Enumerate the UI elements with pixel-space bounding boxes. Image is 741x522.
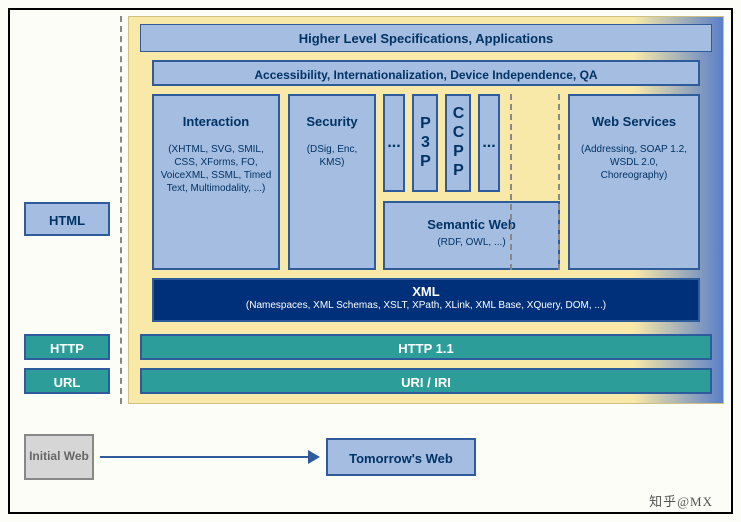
left-html-label: HTML xyxy=(49,213,85,228)
semantic-web-box: Semantic Web (RDF, OWL, ...) xyxy=(383,201,560,270)
p3p-label: P3P xyxy=(416,115,434,172)
initial-web-box: Initial Web xyxy=(24,434,94,480)
web-services-title: Web Services xyxy=(576,114,692,129)
ellipsis-2: ... xyxy=(482,134,495,152)
left-http-box: HTTP xyxy=(24,334,110,360)
security-title: Security xyxy=(294,114,370,129)
p3p-box: P3P xyxy=(412,94,438,192)
ellipsis-box-2: ... xyxy=(478,94,500,192)
accessibility-label: Accessibility, Internationalization, Dev… xyxy=(254,68,597,82)
dashed-line-right xyxy=(510,94,512,270)
accessibility-bar: Accessibility, Internationalization, Dev… xyxy=(152,60,700,86)
tomorrows-web-label: Tomorrow's Web xyxy=(349,451,453,466)
xml-sub: (Namespaces, XML Schemas, XSLT, XPath, X… xyxy=(158,299,694,312)
left-html-box: HTML xyxy=(24,202,110,236)
initial-web-label: Initial Web xyxy=(29,449,89,465)
legend-arrow-head xyxy=(308,450,320,464)
left-http-label: HTTP xyxy=(50,341,84,356)
security-sub: (DSig, Enc, KMS) xyxy=(294,143,370,169)
security-box: Security (DSig, Enc, KMS) xyxy=(288,94,376,270)
ccpp-label: CCPP xyxy=(449,105,467,181)
ellipsis-1: ... xyxy=(387,134,400,152)
uri-bar: URI / IRI xyxy=(140,368,712,394)
xml-bar: XML (Namespaces, XML Schemas, XSLT, XPat… xyxy=(152,278,700,322)
watermark-text: 知乎@MX xyxy=(649,491,713,510)
uri-label: URI / IRI xyxy=(401,375,451,390)
interaction-sub: (XHTML, SVG, SMIL, CSS, XForms, FO, Voic… xyxy=(160,143,272,195)
left-url-box: URL xyxy=(24,368,110,394)
xml-title: XML xyxy=(158,284,694,299)
http11-bar: HTTP 1.1 xyxy=(140,334,712,360)
tomorrows-web-box: Tomorrow's Web xyxy=(326,438,476,476)
dashed-line-left xyxy=(120,16,122,404)
top-bar-higher-level: Higher Level Specifications, Application… xyxy=(140,24,712,52)
interaction-box: Interaction (XHTML, SVG, SMIL, CSS, XFor… xyxy=(152,94,280,270)
web-services-box: Web Services (Addressing, SOAP 1.2, WSDL… xyxy=(568,94,700,270)
interaction-title: Interaction xyxy=(160,114,272,129)
legend-arrow-line xyxy=(100,456,308,458)
web-services-sub: (Addressing, SOAP 1.2, WSDL 2.0, Choreog… xyxy=(576,143,692,182)
http11-label: HTTP 1.1 xyxy=(398,341,453,356)
ellipsis-box-1: ... xyxy=(383,94,405,192)
top-bar-label: Higher Level Specifications, Application… xyxy=(299,31,554,46)
ccpp-box: CCPP xyxy=(445,94,471,192)
semantic-web-sub: (RDF, OWL, ...) xyxy=(391,236,552,249)
dashed-line-right-2 xyxy=(558,94,560,270)
semantic-web-title: Semantic Web xyxy=(391,217,552,232)
left-url-label: URL xyxy=(54,375,81,390)
